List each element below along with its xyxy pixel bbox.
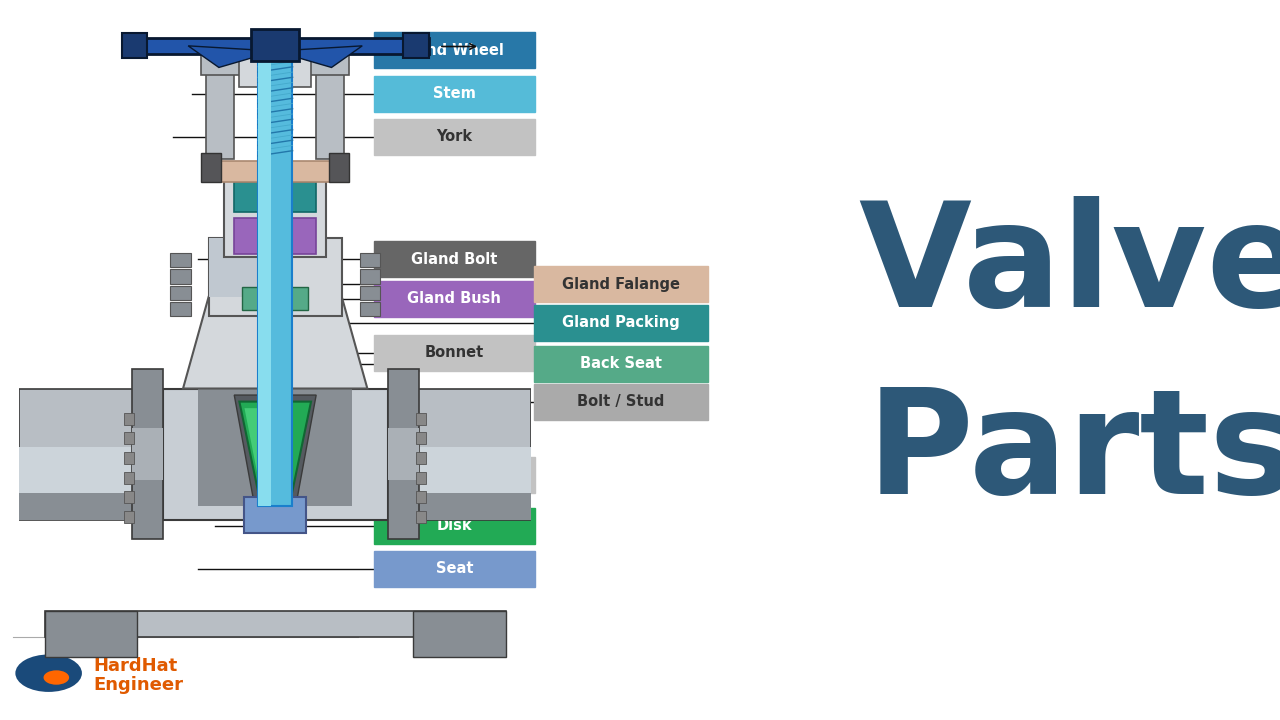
Text: York: York bbox=[436, 130, 472, 144]
Bar bbox=[19, 389, 163, 520]
Bar bbox=[234, 182, 316, 212]
FancyBboxPatch shape bbox=[534, 346, 708, 382]
Polygon shape bbox=[275, 46, 362, 68]
Bar bbox=[388, 428, 419, 480]
Bar bbox=[170, 269, 191, 284]
Bar bbox=[201, 153, 221, 182]
FancyBboxPatch shape bbox=[374, 551, 535, 587]
Bar bbox=[124, 413, 134, 425]
Circle shape bbox=[44, 670, 69, 685]
Bar bbox=[19, 447, 163, 500]
Bar bbox=[132, 369, 163, 539]
Text: Back Seat: Back Seat bbox=[580, 356, 662, 371]
Text: Gland Bush: Gland Bush bbox=[407, 292, 502, 306]
Text: Bolt / Stud: Bolt / Stud bbox=[577, 395, 664, 409]
Polygon shape bbox=[163, 389, 388, 520]
Bar bbox=[244, 497, 306, 533]
FancyBboxPatch shape bbox=[374, 457, 535, 493]
Bar bbox=[209, 161, 342, 182]
Bar bbox=[242, 287, 308, 310]
Text: Bonnet: Bonnet bbox=[425, 346, 484, 360]
Bar bbox=[413, 611, 506, 657]
Text: Parts: Parts bbox=[867, 383, 1280, 524]
Text: Gland Falange: Gland Falange bbox=[562, 277, 680, 292]
Text: Seat: Seat bbox=[435, 562, 474, 576]
Polygon shape bbox=[122, 38, 429, 55]
Text: Gland Bolt: Gland Bolt bbox=[411, 252, 498, 266]
Text: Stem: Stem bbox=[433, 86, 476, 101]
Polygon shape bbox=[244, 408, 275, 487]
Text: Body: Body bbox=[434, 468, 475, 482]
FancyBboxPatch shape bbox=[374, 335, 535, 371]
Polygon shape bbox=[239, 402, 311, 500]
Bar bbox=[360, 253, 380, 267]
Bar bbox=[416, 472, 426, 484]
Polygon shape bbox=[45, 611, 506, 637]
Bar bbox=[360, 302, 380, 317]
Bar bbox=[124, 472, 134, 484]
Text: Disk: Disk bbox=[436, 518, 472, 533]
Bar bbox=[124, 511, 134, 523]
FancyBboxPatch shape bbox=[374, 241, 535, 277]
Polygon shape bbox=[188, 46, 275, 68]
Bar bbox=[234, 218, 316, 254]
Bar bbox=[124, 433, 134, 444]
Bar bbox=[388, 447, 531, 500]
Bar bbox=[403, 32, 429, 58]
Polygon shape bbox=[183, 297, 367, 389]
Text: Valve: Valve bbox=[858, 196, 1280, 337]
FancyBboxPatch shape bbox=[374, 281, 535, 317]
FancyBboxPatch shape bbox=[534, 305, 708, 341]
FancyBboxPatch shape bbox=[374, 32, 535, 68]
Bar bbox=[19, 493, 163, 520]
Polygon shape bbox=[234, 395, 316, 506]
Bar bbox=[416, 511, 426, 523]
Bar bbox=[132, 428, 163, 480]
FancyBboxPatch shape bbox=[534, 266, 708, 302]
Bar bbox=[45, 611, 137, 657]
Bar bbox=[170, 286, 191, 300]
Text: Hand Wheel: Hand Wheel bbox=[404, 43, 504, 58]
Bar bbox=[124, 452, 134, 464]
Bar bbox=[224, 166, 326, 258]
Bar bbox=[416, 413, 426, 425]
Bar bbox=[209, 238, 342, 317]
Text: HardHat: HardHat bbox=[93, 657, 178, 675]
Bar bbox=[416, 491, 426, 503]
Bar bbox=[388, 493, 531, 520]
Bar bbox=[206, 64, 234, 159]
FancyBboxPatch shape bbox=[374, 508, 535, 544]
Bar bbox=[201, 49, 349, 76]
Bar bbox=[259, 48, 271, 506]
Bar bbox=[416, 452, 426, 464]
Bar bbox=[251, 30, 300, 61]
FancyBboxPatch shape bbox=[534, 384, 708, 420]
Bar bbox=[170, 253, 191, 267]
FancyBboxPatch shape bbox=[374, 76, 535, 112]
Bar bbox=[122, 32, 147, 58]
Polygon shape bbox=[198, 389, 352, 506]
Bar bbox=[170, 302, 191, 317]
Bar bbox=[316, 64, 344, 159]
Bar bbox=[388, 389, 531, 520]
Bar bbox=[360, 269, 380, 284]
Bar bbox=[360, 286, 380, 300]
Circle shape bbox=[15, 654, 82, 692]
Bar bbox=[259, 48, 292, 506]
Bar bbox=[209, 238, 260, 297]
Bar bbox=[388, 369, 419, 539]
Bar bbox=[329, 153, 349, 182]
Text: Gland Packing: Gland Packing bbox=[562, 315, 680, 330]
FancyBboxPatch shape bbox=[374, 119, 535, 155]
Bar bbox=[239, 51, 311, 87]
Bar bbox=[124, 491, 134, 503]
Text: Engineer: Engineer bbox=[93, 677, 183, 694]
Bar bbox=[416, 433, 426, 444]
